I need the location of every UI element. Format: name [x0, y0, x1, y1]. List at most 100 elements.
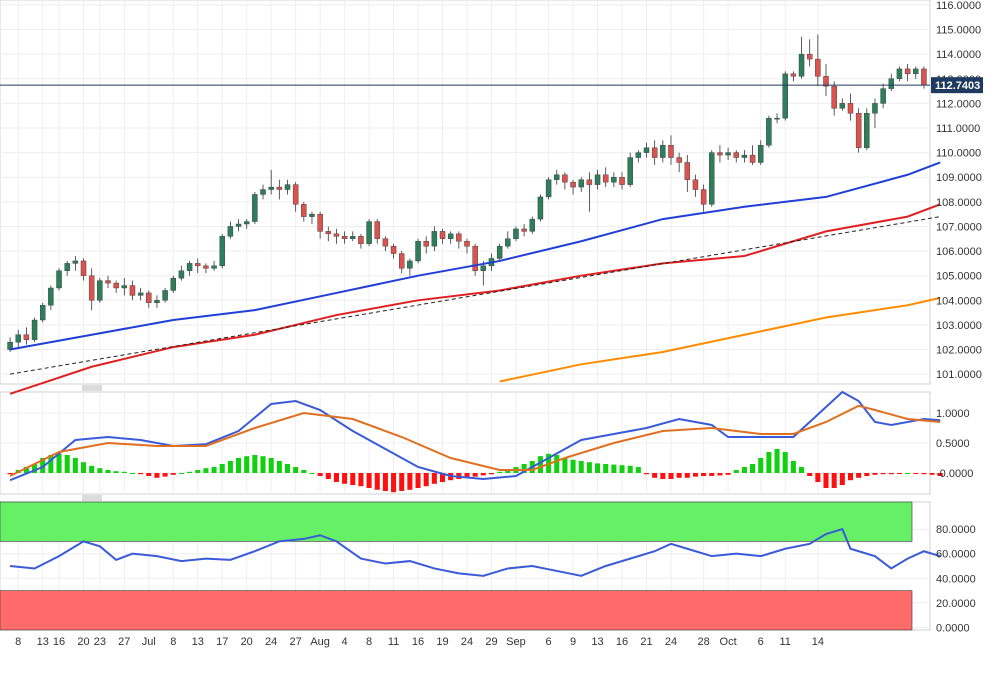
- x-tick-label: 20: [241, 636, 253, 648]
- candle-up: [798, 53, 805, 77]
- rsi-band-0: [0, 501, 913, 542]
- candle-up: [725, 152, 731, 156]
- x-tick-label: 8: [15, 636, 21, 648]
- histogram-bar-negative: [725, 473, 731, 475]
- histogram-bar-negative: [660, 473, 666, 479]
- histogram-bar-positive: [627, 465, 633, 473]
- x-tick-label: 13: [192, 636, 204, 648]
- candle-up: [252, 194, 258, 222]
- x-tick-label: 24: [665, 636, 677, 648]
- candle-down: [823, 76, 829, 87]
- histogram-bar-negative: [701, 473, 707, 476]
- histogram-bar-positive: [505, 470, 511, 473]
- candle-up: [219, 236, 225, 267]
- x-tick-label: 6: [758, 636, 764, 648]
- x-tick-label: 28: [697, 636, 709, 648]
- rsi-band-1: [0, 590, 913, 631]
- histogram-bar-negative: [643, 473, 650, 475]
- histogram-bar-negative: [913, 473, 919, 474]
- histogram-bar-positive: [790, 461, 796, 473]
- histogram-bar-negative: [464, 473, 470, 478]
- x-tick-label: 16: [616, 636, 628, 648]
- histogram-bar-positive: [48, 455, 54, 473]
- x-tick-label: 17: [216, 636, 228, 648]
- histogram-bar-negative: [488, 473, 495, 475]
- candle-up: [431, 231, 438, 247]
- candle-up: [407, 260, 413, 269]
- price-line-2: [499, 296, 941, 383]
- candle-down: [23, 334, 30, 340]
- histogram-bar-negative: [815, 473, 821, 482]
- price-y-tick-label: 103.0000: [936, 320, 982, 332]
- candle-down: [341, 236, 348, 239]
- candle-up: [366, 221, 372, 244]
- histogram-bar-positive: [537, 456, 543, 473]
- candle-down: [904, 68, 911, 75]
- histogram-bar-negative: [847, 473, 854, 481]
- x-tick-label: 16: [53, 636, 65, 648]
- candle-up: [913, 68, 919, 75]
- histogram-bar-negative: [170, 473, 176, 475]
- candle-up: [64, 263, 70, 271]
- price-panel-frame: [0, 0, 931, 385]
- candle-up: [97, 280, 103, 301]
- x-tick-label: 11: [780, 636, 791, 648]
- candle-down: [602, 174, 609, 183]
- histogram-bar-positive: [741, 467, 747, 473]
- candle-up: [782, 73, 788, 119]
- candle-up: [880, 88, 886, 104]
- price-y-tick-label: 102.0000: [936, 345, 982, 357]
- candle-down: [806, 53, 813, 60]
- panel-resize-handle-0: [82, 385, 102, 391]
- candle-down: [195, 263, 201, 267]
- candle-up: [709, 152, 715, 205]
- candle-up: [513, 228, 519, 239]
- candle-up: [227, 226, 234, 237]
- x-tick-label: 23: [94, 636, 106, 648]
- candle-up: [15, 334, 21, 343]
- candle-up: [643, 147, 650, 153]
- candle-up: [529, 218, 536, 232]
- candle-up: [178, 270, 185, 279]
- candle-up: [758, 145, 764, 163]
- histogram-bar-negative: [480, 473, 486, 476]
- histogram-bar-negative: [342, 473, 348, 484]
- candle-up: [774, 117, 780, 120]
- x-tick-label: 6: [546, 636, 552, 648]
- x-tick-label: Oct: [720, 636, 737, 648]
- x-tick-label: 29: [485, 636, 497, 648]
- candle-down: [317, 213, 323, 232]
- histogram-bar-negative: [864, 473, 870, 476]
- histogram-bar-positive: [301, 470, 307, 473]
- candle-up: [741, 154, 748, 158]
- candle-down: [521, 228, 527, 232]
- histogram-bar-negative: [880, 473, 886, 475]
- candle-down: [570, 181, 576, 188]
- histogram-bar-negative: [921, 473, 927, 475]
- price-y-tick-label: 107.0000: [936, 221, 982, 233]
- price-y-tick-label: 109.0000: [936, 172, 982, 184]
- candle-down: [790, 73, 797, 77]
- candle-up: [39, 305, 46, 321]
- histogram-bar-positive: [113, 471, 119, 473]
- candle-down: [390, 245, 397, 254]
- histogram-bar-positive: [562, 458, 568, 473]
- candle-down: [586, 179, 593, 185]
- candle-down: [105, 280, 111, 284]
- histogram-bar-negative: [358, 473, 364, 487]
- histogram-bar-negative: [872, 473, 878, 475]
- histogram-bar-positive: [578, 461, 584, 473]
- histogram-bar-positive: [284, 464, 291, 473]
- x-tick-label: 14: [812, 636, 824, 648]
- histogram-bar-negative: [162, 473, 168, 477]
- candle-up: [864, 113, 870, 148]
- histogram-bar-negative: [146, 473, 152, 476]
- candle-up: [170, 277, 176, 291]
- histogram-bar-positive: [782, 452, 788, 473]
- candle-up: [268, 186, 274, 190]
- x-tick-label: Jul: [142, 636, 156, 648]
- histogram-bar-negative: [709, 473, 715, 476]
- candle-down: [276, 186, 283, 190]
- price-line-0: [9, 161, 941, 351]
